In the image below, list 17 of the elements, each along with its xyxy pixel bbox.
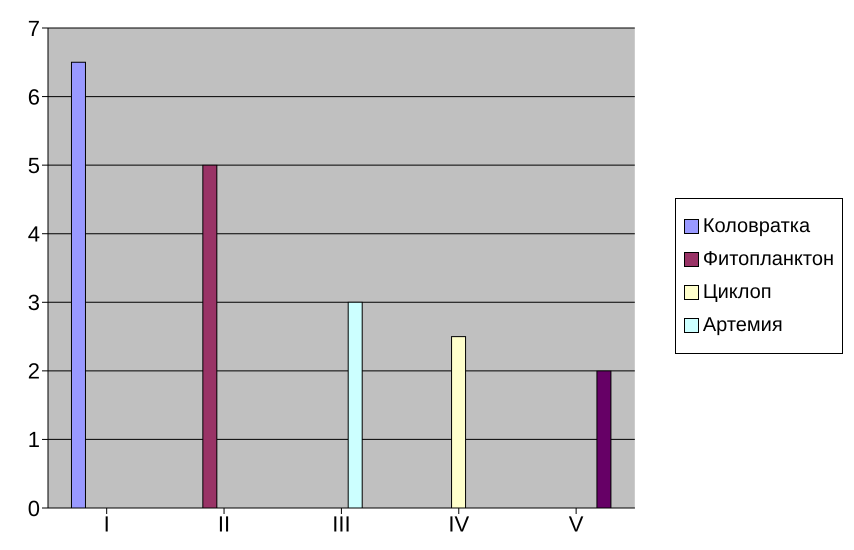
y-tick-label: 1 — [28, 427, 40, 452]
x-tick-label: V — [568, 512, 584, 537]
legend-label: Циклоп — [702, 280, 772, 304]
y-tick-label: 5 — [28, 152, 40, 178]
y-tick-label: 3 — [28, 290, 40, 316]
x-tick-label: I — [104, 512, 110, 537]
legend-label: Фитопланктон — [702, 248, 834, 270]
x-tick-label: II — [218, 512, 230, 537]
x-tick-label: IV — [448, 512, 470, 537]
y-tick-label: 7 — [28, 16, 40, 41]
x-tick-label: III — [332, 512, 351, 537]
y-tick-label: 0 — [28, 496, 40, 521]
y-tick-label: 2 — [28, 358, 40, 384]
y-tick-label: 6 — [28, 84, 40, 110]
legend-label: Артемия — [702, 314, 783, 336]
y-tick-label: 4 — [28, 222, 40, 247]
legend-label: Коловратка — [702, 214, 810, 238]
